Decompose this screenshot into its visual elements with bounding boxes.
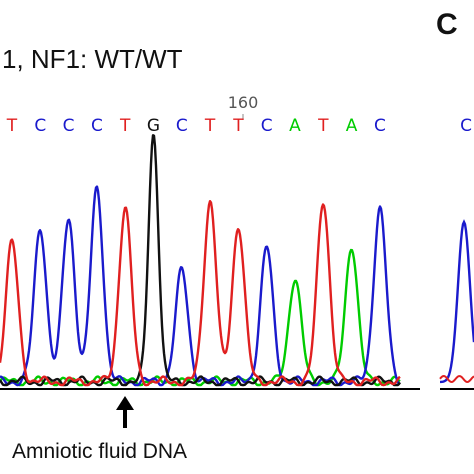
trace-t	[0, 200, 401, 387]
trace-c	[0, 185, 401, 387]
base-call-14: C	[374, 116, 386, 136]
panel-label-c: C	[436, 8, 458, 41]
base-call-13: A	[346, 116, 358, 136]
base-call-9: T	[232, 116, 244, 136]
position-label: 160	[228, 93, 259, 112]
base-call-10: C	[261, 116, 273, 136]
base-call-3: C	[63, 116, 75, 136]
base-call-11: A	[289, 116, 301, 136]
base-call-5: T	[119, 116, 131, 136]
base-call-12: T	[317, 116, 329, 136]
right-trace-c	[440, 219, 474, 384]
base-call-6: G	[147, 116, 160, 136]
arrow-icon	[116, 396, 134, 428]
base-call-2: C	[34, 116, 46, 136]
base-call-8: T	[204, 116, 216, 136]
base-call-4: C	[91, 116, 103, 136]
base-call-7: C	[176, 116, 188, 136]
right-panel-base-call: C	[460, 116, 472, 136]
right-trace-t	[439, 374, 474, 384]
trace-g	[0, 134, 401, 387]
right-panel-traces	[439, 219, 474, 384]
base-call-1: T	[6, 116, 18, 136]
sample-caption: Amniotic fluid DNA	[12, 440, 187, 463]
chromatogram-traces	[0, 134, 401, 387]
figure-title: 1, NF1: WT/WT	[2, 44, 183, 74]
